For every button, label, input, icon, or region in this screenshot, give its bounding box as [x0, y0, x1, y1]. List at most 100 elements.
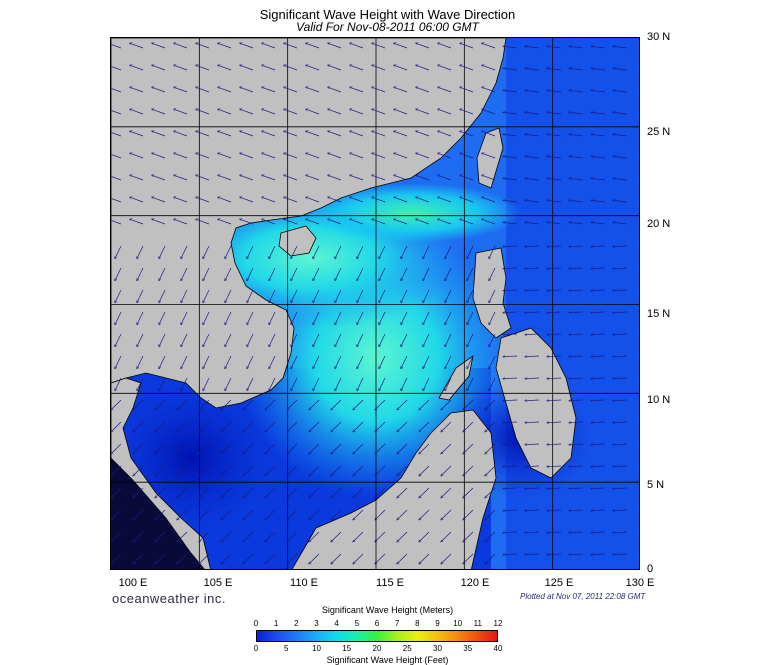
wave-arrow [137, 355, 144, 369]
wave-arrow [309, 509, 320, 520]
wave-arrow [287, 509, 298, 520]
wave-arrow [401, 267, 408, 281]
wave-arrow [445, 245, 452, 259]
wave-arrow [115, 289, 122, 303]
wave-arrow [291, 267, 298, 281]
wave-arrow [489, 289, 496, 303]
wave-arrow [613, 112, 628, 115]
wave-arrow [111, 509, 122, 520]
wave-arrow [525, 156, 540, 159]
wave-arrow [441, 509, 452, 520]
wave-arrow [152, 219, 166, 225]
wave-arrow [350, 43, 364, 49]
wave-arrow [218, 175, 232, 181]
wave-arrow [265, 465, 276, 476]
wave-arrow [196, 87, 210, 93]
wave-arrow [221, 487, 232, 498]
wave-arrow [445, 311, 452, 325]
wave-arrow [375, 465, 386, 476]
wave-arrow [569, 246, 584, 247]
wave-arrow [482, 109, 496, 115]
wave-arrow [467, 333, 474, 347]
wave-arrow [591, 400, 606, 401]
wave-arrow [525, 422, 540, 423]
wave-arrow [460, 153, 474, 159]
wave-arrow [569, 356, 584, 357]
legend-color-bar [256, 630, 498, 642]
wave-arrow [221, 443, 232, 454]
wave-arrow [503, 134, 518, 137]
wave-arrow [547, 466, 562, 467]
wave-arrow [353, 399, 364, 410]
wave-arrow [569, 112, 584, 115]
wave-arrow [460, 87, 474, 93]
wave-arrow [247, 289, 254, 303]
wave-arrow [394, 65, 408, 71]
wave-arrow [199, 443, 210, 454]
wave-arrow [335, 311, 342, 325]
wave-arrow [221, 465, 232, 476]
wave-arrow [240, 43, 254, 49]
wave-arrow [591, 46, 606, 49]
wave-arrow [203, 311, 210, 325]
wave-arrow [416, 109, 430, 115]
legend-feet-title: Significant Wave Height (Feet) [326, 655, 449, 665]
wave-arrow [503, 356, 518, 357]
wave-arrow [159, 245, 166, 259]
wave-arrow [181, 355, 188, 369]
wave-height-map [110, 37, 640, 570]
chart-subtitle: Valid For Nov-08-2011 06:00 GMT [296, 20, 479, 34]
wave-arrow [569, 156, 584, 159]
wave-arrow [130, 197, 144, 203]
wave-arrow [419, 487, 430, 498]
wave-arrow [130, 109, 144, 115]
wave-arrow [353, 531, 364, 542]
wave-arrow [547, 222, 562, 225]
wave-arrow [569, 222, 584, 225]
wave-arrow [240, 65, 254, 71]
wave-arrow [547, 488, 562, 489]
wave-arrow [243, 399, 254, 410]
wave-arrow [111, 465, 122, 476]
wave-arrow [247, 267, 254, 281]
wave-arrow [460, 109, 474, 115]
wave-arrow [438, 65, 452, 71]
wave-arrow [441, 399, 452, 410]
wave-arrow [416, 153, 430, 159]
wave-arrow [489, 355, 496, 369]
wave-arrow [269, 377, 276, 391]
wave-arrow [503, 312, 518, 313]
wave-arrow [306, 197, 320, 203]
wave-arrow [372, 87, 386, 93]
wave-arrow [613, 222, 628, 225]
wave-arrow [353, 553, 364, 564]
wave-arrow [133, 421, 144, 432]
wave-arrow [463, 487, 474, 498]
wave-arrow [441, 443, 452, 454]
wave-arrow [111, 109, 122, 115]
wave-arrow [111, 443, 122, 454]
wave-arrow [525, 112, 540, 115]
wave-arrow [467, 245, 474, 259]
lat-lon-grid [111, 38, 639, 569]
wave-arrow [111, 43, 122, 49]
wave-arrow [379, 267, 386, 281]
wave-arrow [240, 197, 254, 203]
wave-arrow [525, 200, 540, 203]
wave-arrow [613, 554, 628, 555]
lon-label-110e: 110 E [290, 577, 318, 589]
wave-arrow [445, 333, 452, 347]
wave-arrow [525, 246, 540, 247]
wave-arrow [357, 311, 364, 325]
wave-arrow [152, 175, 166, 181]
brand-logo: oceanweather inc. [112, 591, 227, 606]
lat-label-25n: 25 N [647, 126, 671, 138]
wave-arrow [460, 175, 474, 181]
wave-arrow [350, 175, 364, 181]
wave-arrow [115, 245, 122, 259]
wave-arrow [313, 355, 320, 369]
wave-arrow [394, 43, 408, 49]
wave-arrow [137, 267, 144, 281]
wave-arrow [375, 509, 386, 520]
wave-arrow [203, 377, 210, 391]
